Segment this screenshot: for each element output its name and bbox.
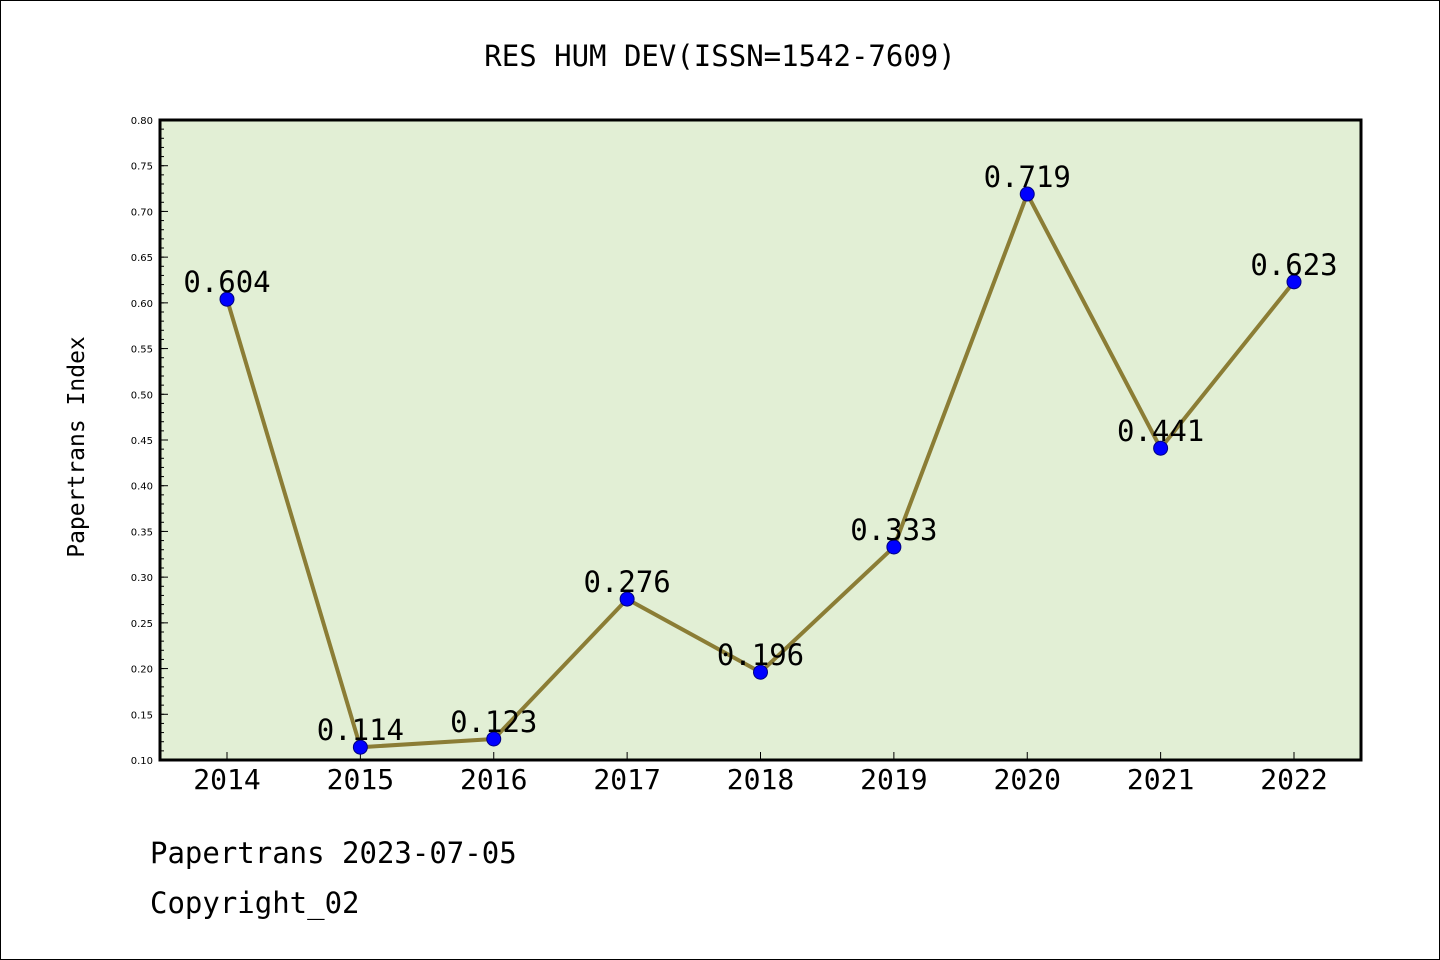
y-tick-label: 0.80 xyxy=(131,116,153,127)
data-label: 0.123 xyxy=(450,705,537,739)
data-point xyxy=(1286,274,1302,290)
x-tick-label: 2019 xyxy=(860,763,927,796)
x-tick-label: 2022 xyxy=(1260,763,1327,796)
x-tick-label: 2017 xyxy=(593,763,660,796)
data-label: 0.114 xyxy=(317,713,404,747)
data-point xyxy=(619,591,635,607)
data-labels: 0.604 0.114 0.123 0.276 0.196 0.333 0.719 0.441… xyxy=(183,160,1337,747)
data-point xyxy=(753,664,768,680)
y-tick-label: 0.25 xyxy=(131,619,153,630)
data-point xyxy=(352,739,368,755)
x-tick-label: 2014 xyxy=(193,763,260,796)
y-axis-label: Papertrans Index xyxy=(64,336,90,558)
data-label: 0.196 xyxy=(717,638,804,672)
data-point xyxy=(886,539,902,555)
y-tick-label: 0.35 xyxy=(131,527,153,538)
data-label: 0.276 xyxy=(583,565,670,599)
data-point xyxy=(486,731,502,747)
footer-copyright: Copyright_02 xyxy=(150,886,360,920)
y-tick-labels: 0.10 0.15 0.20 0.25 0.30 0.35 0.40 0.45 0.50 0.55… xyxy=(131,116,153,767)
data-label: 0.719 xyxy=(984,160,1071,194)
data-label: 0.333 xyxy=(850,513,937,547)
y-tick-label: 0.10 xyxy=(131,756,153,767)
x-tick-label: 2021 xyxy=(1127,763,1194,796)
x-tick-label: 2020 xyxy=(994,763,1061,796)
data-label: 0.441 xyxy=(1117,414,1204,448)
y-tick-label: 0.65 xyxy=(131,253,153,264)
y-tick-label: 0.15 xyxy=(131,710,153,721)
y-tick-label: 0.30 xyxy=(131,573,153,584)
y-tick-label: 0.45 xyxy=(131,436,153,447)
data-label: 0.623 xyxy=(1250,248,1337,282)
y-tick-label: 0.60 xyxy=(131,299,153,310)
plot-border xyxy=(158,118,1363,762)
x-tick-labels: 2014 2015 2016 2017 2018 2019 2020 2021 2022 xyxy=(193,763,1327,796)
y-tick-label: 0.75 xyxy=(131,162,153,173)
data-point xyxy=(1153,440,1169,456)
x-tick-label: 2018 xyxy=(727,763,794,796)
data-label: 0.604 xyxy=(183,265,270,299)
y-tick-label: 0.70 xyxy=(131,207,153,218)
chart-title: RES HUM DEV(ISSN=1542-7609) xyxy=(484,39,955,73)
plot-area xyxy=(160,120,1361,760)
data-markers xyxy=(219,186,1302,755)
y-tick-label: 0.40 xyxy=(131,482,153,493)
data-point xyxy=(219,291,235,307)
x-tick-label: 2015 xyxy=(327,763,394,796)
y-tick-label: 0.20 xyxy=(131,665,153,676)
x-tick-label: 2016 xyxy=(460,763,527,796)
footer-date: Papertrans 2023-07-05 xyxy=(150,836,517,870)
y-tick-label: 0.55 xyxy=(131,345,153,356)
y-tick-label: 0.50 xyxy=(131,390,153,401)
data-point xyxy=(1019,186,1035,202)
